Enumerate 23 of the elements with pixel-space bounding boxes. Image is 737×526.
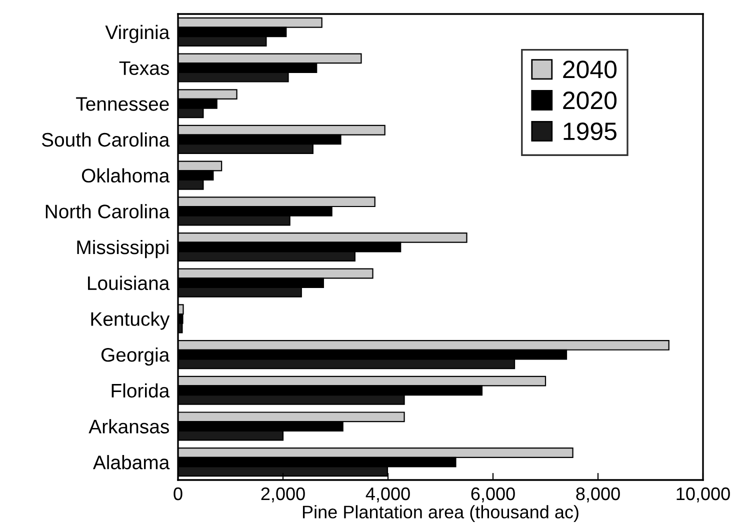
y-tick-label: Mississippi bbox=[77, 240, 168, 258]
x-tick-label: 6,000 bbox=[471, 487, 515, 502]
y-tick-label: Tennessee bbox=[76, 97, 169, 111]
y-tick-label: Alabama bbox=[92, 455, 170, 470]
y-tick-label: Florida bbox=[112, 383, 170, 398]
legend-label: 1995 bbox=[564, 122, 616, 140]
y-tick-label: Arkansas bbox=[88, 419, 169, 434]
y-tick-label: Virginia bbox=[105, 24, 170, 44]
y-tick-label: Georgia bbox=[101, 347, 170, 366]
y-tick-label: Texas bbox=[119, 61, 169, 76]
x-tick-label: 10,000 bbox=[676, 487, 730, 502]
legend-label: 2020 bbox=[563, 92, 617, 110]
y-tick-label: North Carolina bbox=[46, 204, 170, 218]
y-tick-label: South Carolina bbox=[42, 132, 170, 147]
y-tick-label: Oklahoma bbox=[82, 168, 170, 183]
x-tick-label: 2,000 bbox=[261, 487, 305, 502]
x-tick-label: 8,000 bbox=[576, 487, 620, 502]
y-tick-label: Kentucky bbox=[91, 312, 170, 330]
legend-label: 2040 bbox=[563, 60, 617, 78]
x-axis-title: Pine Plantation area (thousand ac) bbox=[302, 505, 578, 522]
x-tick-label: 0 bbox=[174, 487, 182, 500]
y-tick-label: Louisiana bbox=[88, 276, 170, 290]
x-tick-label: 4,000 bbox=[366, 487, 410, 502]
